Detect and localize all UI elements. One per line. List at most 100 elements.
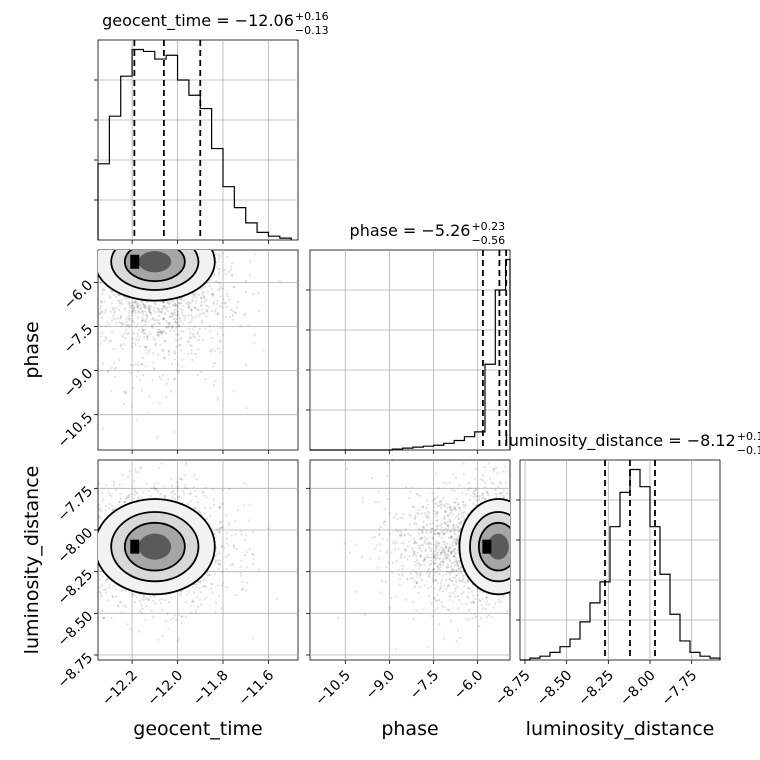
scatter-point bbox=[167, 628, 170, 631]
scatter-point bbox=[173, 311, 176, 315]
scatter-point bbox=[59, 523, 61, 525]
scatter-point bbox=[99, 300, 102, 303]
scatter-point bbox=[85, 312, 87, 314]
scatter-point bbox=[228, 298, 231, 301]
scatter-point bbox=[180, 337, 183, 340]
scatter-point bbox=[48, 581, 50, 583]
scatter-point bbox=[112, 361, 116, 364]
scatter-point bbox=[449, 595, 452, 598]
scatter-point bbox=[127, 301, 130, 304]
scatter-point bbox=[232, 544, 235, 547]
scatter-point bbox=[364, 613, 367, 616]
scatter-point bbox=[378, 557, 381, 560]
scatter-point bbox=[146, 335, 149, 338]
scatter-point bbox=[432, 570, 435, 573]
scatter-point bbox=[149, 595, 152, 599]
scatter-point bbox=[211, 583, 214, 586]
scatter-point bbox=[136, 304, 139, 308]
scatter-point bbox=[449, 552, 452, 555]
y-tick-label-luminosity_distance: −8.75 bbox=[55, 650, 97, 692]
scatter-point bbox=[153, 367, 156, 371]
scatter-point bbox=[120, 325, 123, 328]
scatter-point bbox=[422, 608, 425, 611]
scatter-point bbox=[211, 348, 214, 351]
scatter-point bbox=[394, 648, 397, 651]
scatter-point bbox=[395, 559, 398, 562]
scatter-point bbox=[471, 491, 474, 494]
scatter-point bbox=[99, 307, 102, 310]
scatter-point bbox=[120, 322, 123, 325]
scatter-point bbox=[449, 536, 453, 539]
scatter-point bbox=[147, 489, 151, 493]
scatter-point bbox=[141, 310, 144, 313]
scatter-point bbox=[180, 349, 183, 352]
scatter-point bbox=[189, 314, 192, 317]
scatter-point bbox=[418, 537, 421, 541]
scatter-point bbox=[181, 489, 184, 493]
scatter-point bbox=[452, 577, 455, 580]
scatter-point bbox=[189, 309, 193, 312]
scatter-point bbox=[496, 493, 499, 496]
scatter-point bbox=[381, 537, 384, 540]
scatter-point bbox=[400, 556, 403, 560]
y-axis-label-luminosity_distance: luminosity_distance bbox=[21, 466, 43, 655]
scatter-point bbox=[163, 356, 166, 359]
scatter-point bbox=[135, 596, 138, 599]
scatter-point bbox=[383, 520, 386, 523]
scatter-point bbox=[214, 362, 217, 365]
scatter-point bbox=[173, 493, 176, 496]
scatter-point bbox=[160, 598, 164, 601]
scatter-point bbox=[144, 304, 147, 307]
scatter-point bbox=[129, 306, 132, 309]
scatter-point bbox=[91, 261, 93, 263]
scatter-point bbox=[104, 591, 108, 594]
scatter-point bbox=[90, 364, 92, 366]
scatter-point bbox=[198, 587, 201, 590]
scatter-point bbox=[452, 555, 455, 558]
scatter-point bbox=[412, 537, 416, 540]
scatter-point bbox=[216, 396, 219, 399]
scatter-point bbox=[179, 307, 182, 310]
scatter-point bbox=[192, 599, 195, 602]
scatter-point bbox=[485, 603, 488, 606]
scatter-point bbox=[191, 585, 194, 588]
scatter-point bbox=[409, 577, 412, 580]
scatter-point bbox=[59, 263, 61, 265]
scatter-point bbox=[87, 261, 89, 263]
scatter-point bbox=[197, 293, 200, 297]
scatter-point bbox=[159, 378, 162, 381]
scatter-point bbox=[419, 573, 422, 576]
scatter-point bbox=[174, 305, 177, 308]
scatter-point bbox=[236, 300, 240, 303]
scatter-point bbox=[111, 290, 114, 293]
scatter-point bbox=[118, 321, 121, 324]
y-tick-label-luminosity_distance: −7.75 bbox=[55, 483, 97, 525]
scatter-point bbox=[202, 290, 205, 294]
scatter-point bbox=[460, 572, 463, 575]
scatter-point bbox=[134, 468, 137, 471]
scatter-point bbox=[221, 287, 224, 290]
scatter-point bbox=[401, 572, 404, 575]
scatter-point bbox=[401, 564, 404, 567]
scatter-point bbox=[134, 363, 137, 366]
scatter-point bbox=[172, 617, 175, 620]
scatter-point bbox=[438, 504, 441, 507]
scatter-point bbox=[429, 541, 432, 544]
scatter-point bbox=[447, 585, 450, 588]
scatter-point bbox=[86, 273, 88, 275]
scatter-point bbox=[455, 476, 458, 480]
scatter-point bbox=[102, 616, 105, 619]
scatter-point bbox=[143, 303, 146, 306]
scatter-point bbox=[84, 559, 86, 561]
scatter-point bbox=[473, 492, 476, 495]
scatter-point bbox=[110, 617, 113, 620]
scatter-point bbox=[123, 500, 126, 503]
scatter-point bbox=[463, 517, 466, 520]
scatter-point bbox=[416, 562, 419, 565]
scatter-point bbox=[201, 322, 204, 325]
scatter-point bbox=[181, 365, 184, 368]
scatter-point bbox=[412, 554, 415, 557]
scatter-point bbox=[165, 332, 168, 335]
scatter-point bbox=[120, 344, 123, 347]
scatter-point bbox=[399, 554, 403, 557]
